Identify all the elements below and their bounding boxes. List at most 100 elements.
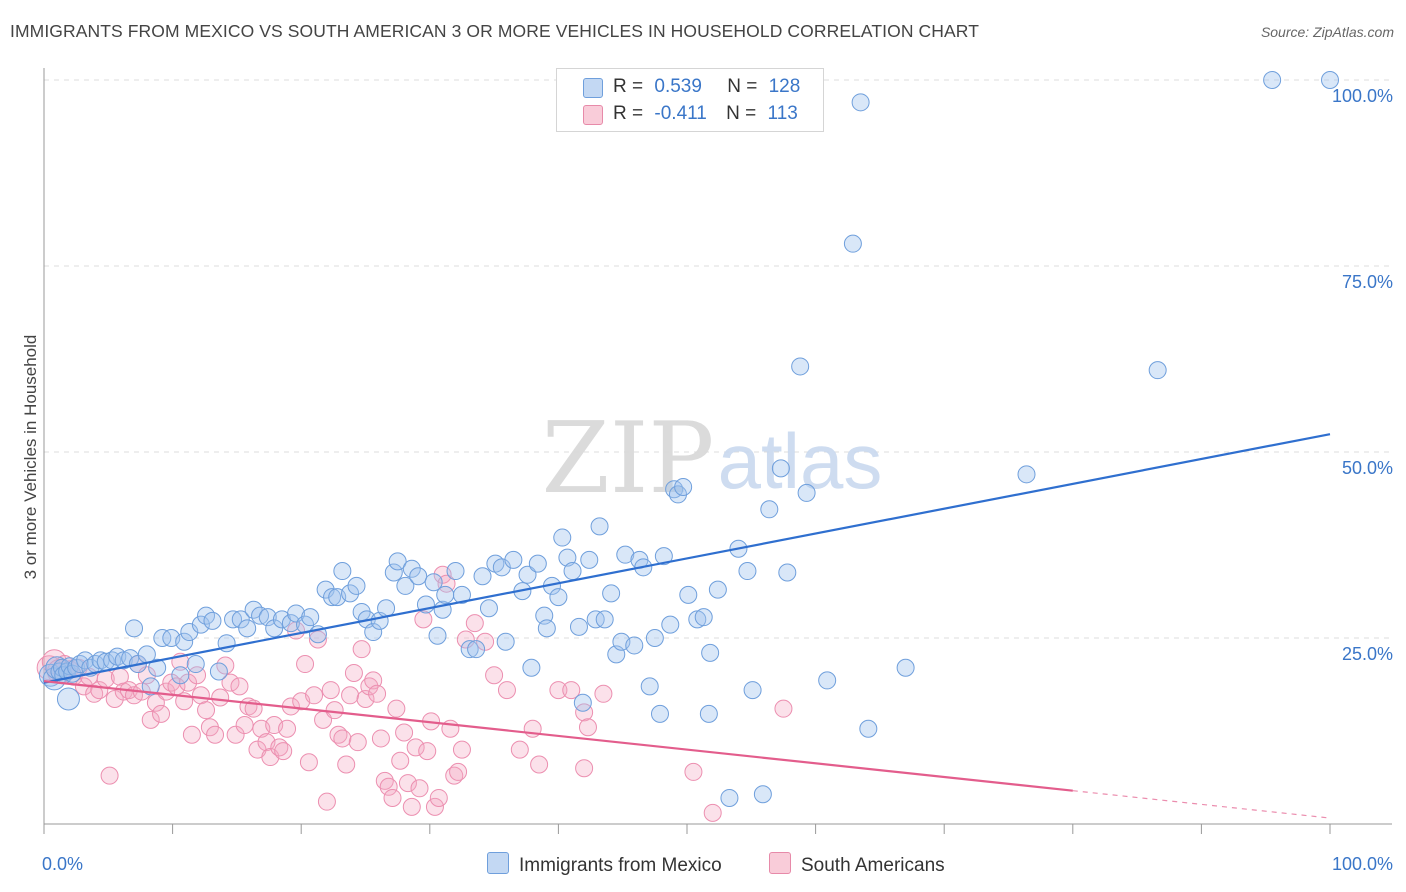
y-tick-labels: 25.0% 50.0% 75.0% 100.0%: [1332, 86, 1393, 664]
legend-row-blue: R = 0.539 N = 128: [613, 75, 800, 99]
data-point: [818, 671, 837, 690]
x-tick-label: 100.0%: [1332, 854, 1393, 874]
data-point: [504, 550, 523, 569]
data-point: [387, 699, 406, 718]
data-point: [771, 459, 790, 478]
data-point: [347, 576, 366, 595]
data-point: [418, 742, 437, 761]
series-south-americans: [36, 565, 793, 822]
legend-r-value: 0.539: [654, 76, 702, 97]
watermark-atlas: atlas: [718, 417, 883, 505]
data-point: [182, 725, 201, 744]
data-point: [153, 629, 172, 647]
data-point: [258, 608, 277, 627]
x-tick-labels: 0.0% 100.0%: [42, 854, 1393, 874]
data-point: [171, 666, 190, 685]
data-point: [479, 599, 498, 618]
data-point: [230, 677, 249, 696]
data-point: [530, 755, 549, 774]
data-point: [209, 662, 228, 681]
data-point: [364, 671, 383, 690]
bottom-legend-swatch-pink: [769, 852, 791, 874]
data-point: [341, 584, 360, 603]
data-point: [699, 704, 718, 723]
bottom-legend-label-south-americans: South Americans: [801, 855, 945, 876]
data-point: [851, 93, 870, 112]
data-point: [1263, 71, 1282, 89]
chart-title: IMMIGRANTS FROM MEXICO VS SOUTH AMERICAN…: [10, 21, 980, 41]
data-point: [703, 803, 722, 822]
data-point: [141, 677, 160, 696]
data-point: [299, 753, 318, 772]
data-point: [206, 725, 225, 744]
data-point: [100, 766, 119, 785]
data-point: [573, 693, 592, 712]
data-point: [105, 690, 124, 709]
data-point: [296, 655, 315, 674]
series-immigrants-from-mexico: [38, 71, 1339, 807]
data-point: [323, 588, 342, 607]
data-point: [274, 742, 293, 761]
data-point: [398, 774, 417, 793]
data-point: [661, 615, 680, 634]
data-point: [175, 632, 194, 651]
data-point: [1148, 361, 1167, 380]
trend-line-mexico: [43, 433, 1331, 684]
data-point: [760, 500, 779, 519]
data-point: [896, 658, 915, 677]
legend-row-pink: R = -0.411 N = 113: [613, 102, 798, 126]
data-point: [558, 548, 577, 567]
data-point: [580, 550, 599, 569]
data-point: [1321, 71, 1339, 89]
y-tick-label: 75.0%: [1342, 272, 1393, 292]
data-point: [377, 599, 396, 618]
data-point: [231, 610, 250, 629]
data-point: [562, 681, 581, 700]
data-point: [753, 785, 772, 804]
data-point: [344, 663, 363, 682]
data-point: [446, 562, 465, 581]
data-point: [537, 619, 556, 638]
data-point: [549, 588, 568, 607]
data-point: [238, 619, 257, 638]
correlation-legend: R = 0.539 N = 128 R = -0.411 N = 113: [556, 68, 824, 132]
data-point: [452, 740, 471, 759]
data-point: [650, 704, 669, 723]
data-point: [396, 576, 415, 595]
data-point: [305, 686, 324, 705]
data-point: [409, 567, 428, 586]
data-point: [368, 684, 387, 703]
data-point: [226, 725, 245, 744]
data-point: [797, 483, 816, 502]
data-point: [152, 704, 171, 723]
data-point: [221, 673, 240, 692]
y-axis-label: 3 or more Vehicles in Household: [21, 335, 40, 580]
data-point: [575, 703, 594, 722]
data-point: [410, 779, 429, 798]
data-point: [224, 610, 243, 629]
data-point: [191, 615, 210, 634]
y-tick-label: 25.0%: [1342, 644, 1393, 664]
legend-n-label: N =: [726, 103, 757, 124]
data-point: [778, 563, 797, 582]
watermark-zip: ZIP: [542, 402, 715, 516]
data-point: [563, 562, 582, 581]
data-point: [528, 554, 547, 573]
data-point: [465, 614, 484, 633]
data-point: [549, 681, 568, 700]
data-point: [333, 729, 352, 748]
data-point: [674, 477, 693, 496]
data-point: [383, 788, 402, 807]
legend-r-label: R =: [613, 103, 644, 124]
watermark: ZIP atlas: [542, 402, 883, 516]
data-point: [701, 643, 720, 662]
data-point: [1017, 465, 1036, 484]
data-point: [281, 614, 300, 633]
data-point: [308, 630, 327, 649]
legend-swatch-pink: [583, 105, 603, 125]
data-point: [333, 562, 352, 581]
data-point: [694, 608, 713, 627]
data-point: [645, 629, 664, 647]
data-point: [424, 573, 443, 592]
